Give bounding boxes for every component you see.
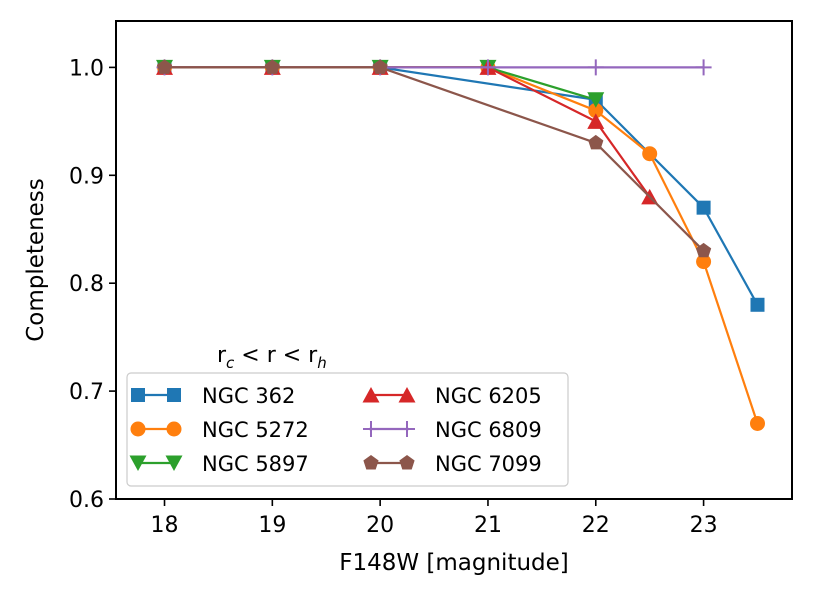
legend-marker bbox=[398, 387, 416, 403]
x-tick-label: 18 bbox=[151, 513, 179, 538]
data-point bbox=[588, 134, 604, 150]
data-point bbox=[587, 113, 605, 129]
legend-item-ngc-5897: NGC 5897 bbox=[129, 452, 309, 476]
legend-item-ngc-5272: NGC 5272 bbox=[130, 418, 309, 442]
legend-label: NGC 5897 bbox=[202, 452, 309, 476]
legend: rc < r < rh NGC 362 NGC 5272 NGC 5897 NGC 62… bbox=[126, 343, 569, 487]
legend-marker bbox=[130, 421, 146, 437]
legend-title-part: < r < r bbox=[234, 343, 318, 368]
data-point bbox=[696, 200, 711, 215]
y-tick-label: 0.6 bbox=[69, 488, 104, 513]
legend-title-part: h bbox=[317, 354, 327, 372]
data-point bbox=[695, 59, 712, 76]
legend-label: NGC 6205 bbox=[435, 384, 542, 408]
legend-item-ngc-7099: NGC 7099 bbox=[363, 452, 542, 476]
data-point bbox=[588, 103, 604, 119]
data-point bbox=[587, 92, 605, 108]
legend-item-ngc-6205: NGC 6205 bbox=[362, 384, 542, 408]
legend-title-part: c bbox=[226, 354, 235, 372]
data-point bbox=[696, 254, 712, 270]
x-tick-label: 23 bbox=[690, 513, 718, 538]
legend-box bbox=[126, 372, 569, 487]
data-point bbox=[587, 59, 604, 76]
legend-marker bbox=[129, 455, 147, 471]
axes-layer: 18 19 20 21 22 23 0.6 0.7 0.8 0.9 1.0 bbox=[69, 20, 793, 538]
x-tick-label: 21 bbox=[474, 513, 502, 538]
plot-frame bbox=[115, 20, 793, 500]
legend-label: NGC 5272 bbox=[202, 418, 309, 442]
legend-marker bbox=[363, 455, 379, 470]
legend-marker bbox=[167, 388, 181, 402]
legend-marker bbox=[362, 387, 380, 403]
legend-marker bbox=[165, 455, 183, 471]
data-point bbox=[479, 59, 496, 76]
data-point bbox=[642, 146, 658, 162]
legend-title-part: r bbox=[217, 343, 227, 368]
legend-marker bbox=[399, 421, 415, 437]
legend-item-ngc-6809: NGC 6809 bbox=[363, 418, 542, 442]
y-tick-label: 1.0 bbox=[69, 56, 104, 81]
legend-title: rc < r < rh bbox=[217, 343, 327, 372]
data-point bbox=[264, 59, 280, 74]
y-tick-label: 0.9 bbox=[69, 164, 104, 189]
data-point bbox=[695, 242, 712, 258]
legend-label: NGC 7099 bbox=[435, 452, 542, 476]
legend-label: NGC 6809 bbox=[435, 418, 542, 442]
data-point bbox=[372, 59, 388, 74]
series-layer bbox=[156, 59, 765, 431]
x-tick-label: 22 bbox=[582, 513, 610, 538]
legend-item-ngc-362: NGC 362 bbox=[131, 384, 295, 408]
y-tick-label: 0.7 bbox=[69, 380, 104, 405]
legend-marker bbox=[166, 421, 182, 437]
data-point bbox=[156, 59, 173, 74]
data-point bbox=[749, 415, 765, 431]
y-tick-label: 0.8 bbox=[69, 272, 104, 297]
legend-marker bbox=[131, 388, 145, 402]
legend-marker bbox=[399, 455, 415, 470]
legend-marker bbox=[363, 421, 379, 437]
series-ngc-7099 bbox=[156, 59, 712, 258]
x-tick-label: 19 bbox=[258, 513, 286, 538]
data-point bbox=[750, 297, 765, 312]
legend-label: NGC 362 bbox=[202, 384, 295, 408]
x-tick-label: 20 bbox=[366, 513, 394, 538]
x-axis-label: F148W [magnitude] bbox=[339, 550, 569, 576]
y-axis-label: Completeness bbox=[23, 178, 49, 342]
